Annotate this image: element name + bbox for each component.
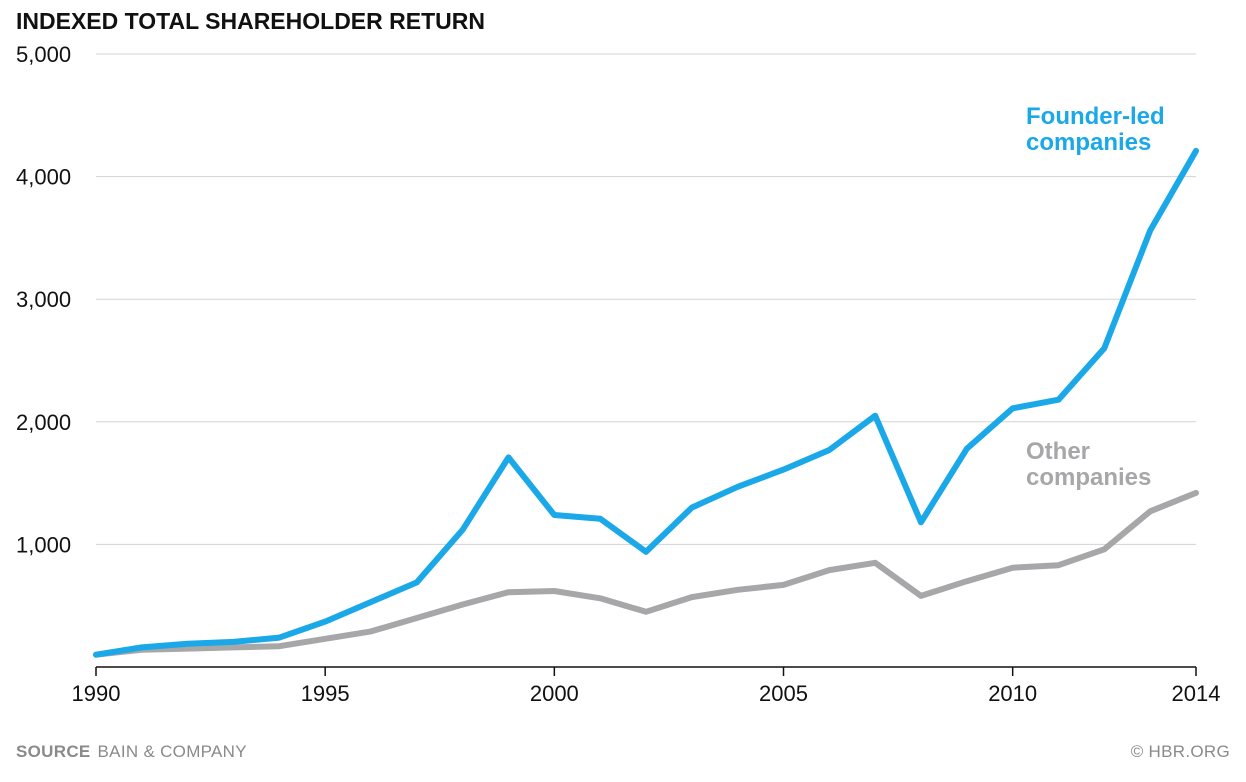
series-label: Other xyxy=(1026,438,1090,465)
chart-title: INDEXED TOTAL SHAREHOLDER RETURN xyxy=(16,8,485,34)
x-tick-label: 1990 xyxy=(72,681,121,706)
x-tick-label: 1995 xyxy=(301,681,350,706)
axes: 1,000 2,000 3,000 4,000 5,000 1990 1995 2000 200… xyxy=(16,42,1220,706)
source-text: BAIN & COMPANY xyxy=(97,742,247,761)
series-line-other-companies xyxy=(93,489,1199,658)
series-label: companies xyxy=(1026,464,1151,491)
credit-note: © HBR.ORG xyxy=(1130,742,1230,761)
series-lines xyxy=(93,147,1199,658)
x-tick-label: 2014 xyxy=(1172,681,1221,706)
y-tick-label: 1,000 xyxy=(16,532,71,557)
x-tick-label: 2000 xyxy=(530,681,579,706)
gridlines xyxy=(96,53,1196,545)
series-label: Founder-led xyxy=(1026,103,1165,130)
series-line-founder-led-companies xyxy=(93,147,1199,658)
y-tick-label: 5,000 xyxy=(16,42,71,67)
source-label: SOURCE xyxy=(16,742,91,761)
series-label: companies xyxy=(1026,129,1151,156)
x-tick-label: 2010 xyxy=(988,681,1037,706)
y-tick-label: 4,000 xyxy=(16,165,71,190)
x-tick-label: 2005 xyxy=(759,681,808,706)
y-tick-label: 3,000 xyxy=(16,287,71,312)
source-note: SOURCE BAIN & COMPANY xyxy=(16,742,247,762)
y-tick-label: 2,000 xyxy=(16,410,71,435)
